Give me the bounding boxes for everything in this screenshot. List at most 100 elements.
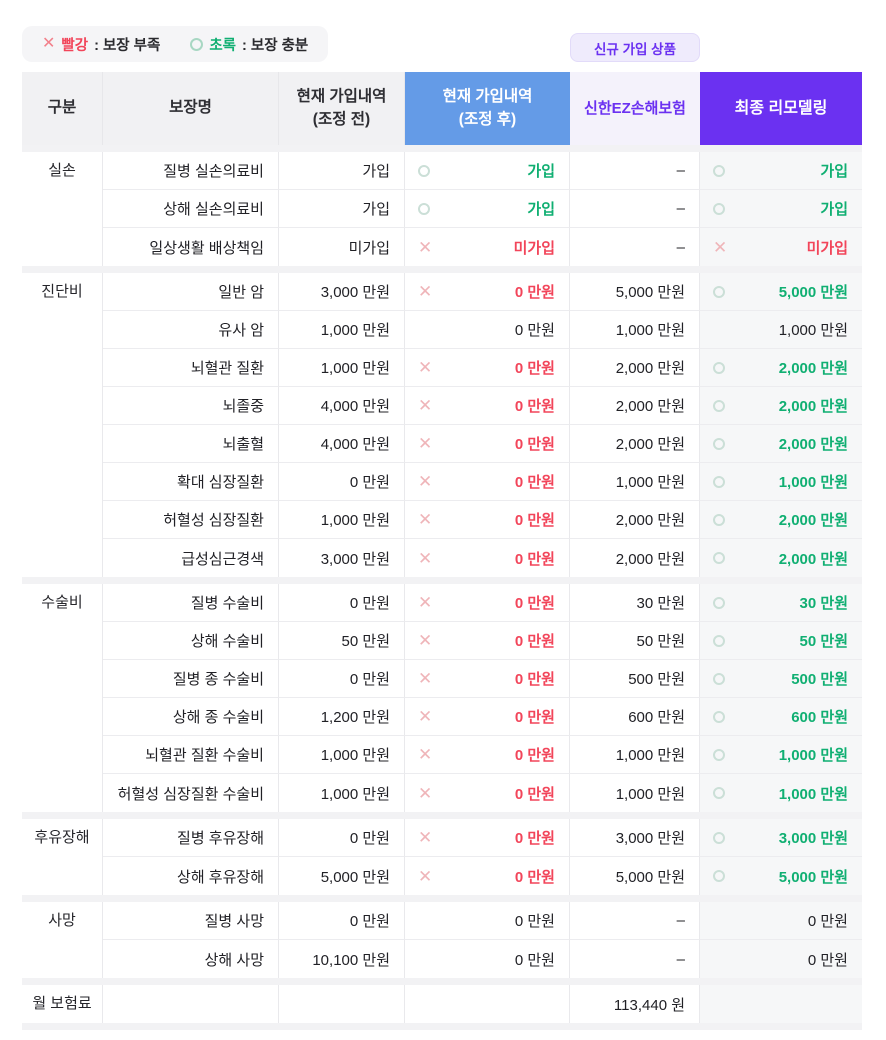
- cell-value: 0 만원: [514, 785, 555, 803]
- circle-mark-icon: [713, 672, 725, 685]
- table-section-0: 실손 질병 실손의료비 가입 가입 – 가입 상해 실손의료비 가입 가입 – 가입 일상생활 배상책…: [22, 152, 862, 266]
- coverage-name-cell: 상해 사망: [103, 940, 279, 978]
- after-adjust-cell: ✕ 0 만원: [405, 584, 570, 622]
- cell-value: 0 만원: [514, 512, 555, 529]
- coverage-name-cell: 질병 사망: [103, 902, 279, 940]
- cell-value: 미가입: [513, 239, 555, 257]
- separator-band: [22, 812, 862, 819]
- coverage-name-cell: 허혈성 심장질환 수술비: [103, 774, 279, 812]
- header-before: 현재 가입내역 (조정 전): [279, 72, 405, 145]
- x-mark-icon: ✕: [418, 282, 433, 301]
- cell-value: 2,000 만원: [778, 398, 848, 415]
- shinhan-ez-cell: 5,000 만원: [570, 273, 700, 311]
- before-adjust-cell: 0 만원: [279, 584, 405, 622]
- after-adjust-cell: ✕ 0 만원: [405, 857, 570, 895]
- shinhan-ez-cell: 2,000 만원: [570, 539, 700, 577]
- cell-value: 미가입: [806, 239, 848, 257]
- table-section-1: 진단비 일반 암 3,000 만원 ✕ 0 만원 5,000 만원 5,000 만원 유사 암…: [22, 273, 862, 577]
- cell-value: 0 만원: [514, 913, 555, 930]
- cell-value: 0 만원: [514, 747, 555, 764]
- category-cell: 진단비: [22, 273, 103, 577]
- shinhan-ez-cell: 1,000 만원: [570, 311, 700, 349]
- new-product-badge: 신규 가입 상품: [570, 33, 700, 62]
- after-adjust-cell: ✕ 0 만원: [405, 622, 570, 660]
- separator-band: [22, 266, 862, 273]
- after-adjust-cell: ✕ 0 만원: [405, 501, 570, 539]
- header-shinhan-ez: 신한EZ손해보험: [570, 72, 700, 145]
- premium-before-cell: [279, 985, 405, 1023]
- coverage-name-cell: 질병 실손의료비: [103, 152, 279, 190]
- cell-value: 0 만원: [514, 868, 555, 886]
- final-remodeling-cell: 2,000 만원: [700, 501, 862, 539]
- cell-value: 5,000 만원: [778, 868, 848, 886]
- coverage-name-cell: 급성심근경색: [103, 539, 279, 577]
- separator-band: [22, 1023, 862, 1030]
- premium-label: 월 보험료: [22, 985, 103, 1023]
- shinhan-ez-cell: –: [570, 228, 700, 266]
- legend-green-label: 초록: [209, 37, 237, 54]
- final-remodeling-cell: 500 만원: [700, 660, 862, 698]
- x-mark-icon: ✕: [418, 510, 433, 529]
- before-adjust-cell: 50 만원: [279, 622, 405, 660]
- cell-value: 3,000 만원: [778, 830, 848, 847]
- coverage-name-cell: 상해 종 수술비: [103, 698, 279, 736]
- shinhan-ez-cell: 2,000 만원: [570, 387, 700, 425]
- cell-value: 0 만원: [514, 595, 555, 612]
- cell-value: 0 만원: [514, 830, 555, 847]
- category-label: 후유장해: [34, 829, 90, 846]
- before-adjust-cell: 0 만원: [279, 902, 405, 940]
- category-label: 진단비: [41, 283, 83, 300]
- x-mark-icon: ✕: [418, 631, 433, 650]
- cell-value: 0 만원: [807, 951, 848, 969]
- circle-mark-icon: [713, 399, 725, 412]
- circle-mark-icon: [713, 202, 725, 215]
- separator-band: [22, 978, 862, 985]
- coverage-name-cell: 일상생활 배상책임: [103, 228, 279, 266]
- cell-value: 0 만원: [514, 671, 555, 688]
- legend-green: 초록 : 보장 충분: [190, 34, 308, 55]
- final-remodeling-cell: 0 만원: [700, 940, 862, 978]
- coverage-table: 구분 보장명 현재 가입내역 (조정 전) 현재 가입내역 (조정 후) 신한EZ손…: [22, 72, 862, 1030]
- after-adjust-cell: 0 만원: [405, 311, 570, 349]
- circle-mark-icon: [713, 596, 725, 609]
- final-remodeling-cell: 50 만원: [700, 622, 862, 660]
- circle-mark-icon: [713, 164, 725, 177]
- before-adjust-cell: 10,100 만원: [279, 940, 405, 978]
- cell-value: 가입: [820, 163, 848, 180]
- shinhan-ez-cell: 3,000 만원: [570, 819, 700, 857]
- coverage-name-cell: 상해 실손의료비: [103, 190, 279, 228]
- coverage-name-cell: 일반 암: [103, 273, 279, 311]
- premium-amount: 113,440 원: [570, 985, 700, 1023]
- circle-mark-icon: [418, 202, 430, 215]
- before-adjust-cell: 미가입: [279, 228, 405, 266]
- table-section-2: 수술비 질병 수술비 0 만원 ✕ 0 만원 30 만원 30 만원 상해 수술비 50 만원 ✕…: [22, 584, 862, 812]
- shinhan-ez-cell: 1,000 만원: [570, 774, 700, 812]
- category-cell: 실손: [22, 152, 103, 266]
- after-adjust-cell: ✕ 0 만원: [405, 273, 570, 311]
- coverage-name-cell: 상해 수술비: [103, 622, 279, 660]
- coverage-name-cell: 질병 수술비: [103, 584, 279, 622]
- cell-value: 2,000 만원: [778, 436, 848, 453]
- before-adjust-cell: 1,200 만원: [279, 698, 405, 736]
- final-remodeling-cell: 2,000 만원: [700, 349, 862, 387]
- cell-value: 600 만원: [791, 709, 848, 726]
- x-mark-icon: ✕: [418, 396, 433, 415]
- separator-band: [22, 577, 862, 584]
- cell-value: 30 만원: [799, 595, 848, 612]
- category-cell: 수술비: [22, 584, 103, 812]
- before-adjust-cell: 3,000 만원: [279, 539, 405, 577]
- legend-box: ✕ 빨강 : 보장 부족 초록 : 보장 충분: [22, 26, 329, 62]
- table-body: 실손 질병 실손의료비 가입 가입 – 가입 상해 실손의료비 가입 가입 – 가입 일상생활 배상책…: [22, 152, 862, 985]
- header-coverage: 보장명: [103, 72, 279, 145]
- final-remodeling-cell: 30 만원: [700, 584, 862, 622]
- cell-value: 가입: [527, 163, 555, 180]
- cell-value: 1,000 만원: [778, 322, 848, 339]
- coverage-name-cell: 유사 암: [103, 311, 279, 349]
- after-adjust-cell: 가입: [405, 152, 570, 190]
- x-mark-icon: ✕: [418, 866, 433, 886]
- circle-mark-icon: [713, 748, 725, 761]
- coverage-name-cell: 허혈성 심장질환: [103, 501, 279, 539]
- table-section-3: 후유장해 질병 후유장해 0 만원 ✕ 0 만원 3,000 만원 3,000 만원 상해 후…: [22, 819, 862, 895]
- premium-after-cell: [405, 985, 570, 1023]
- category-cell: 후유장해: [22, 819, 103, 895]
